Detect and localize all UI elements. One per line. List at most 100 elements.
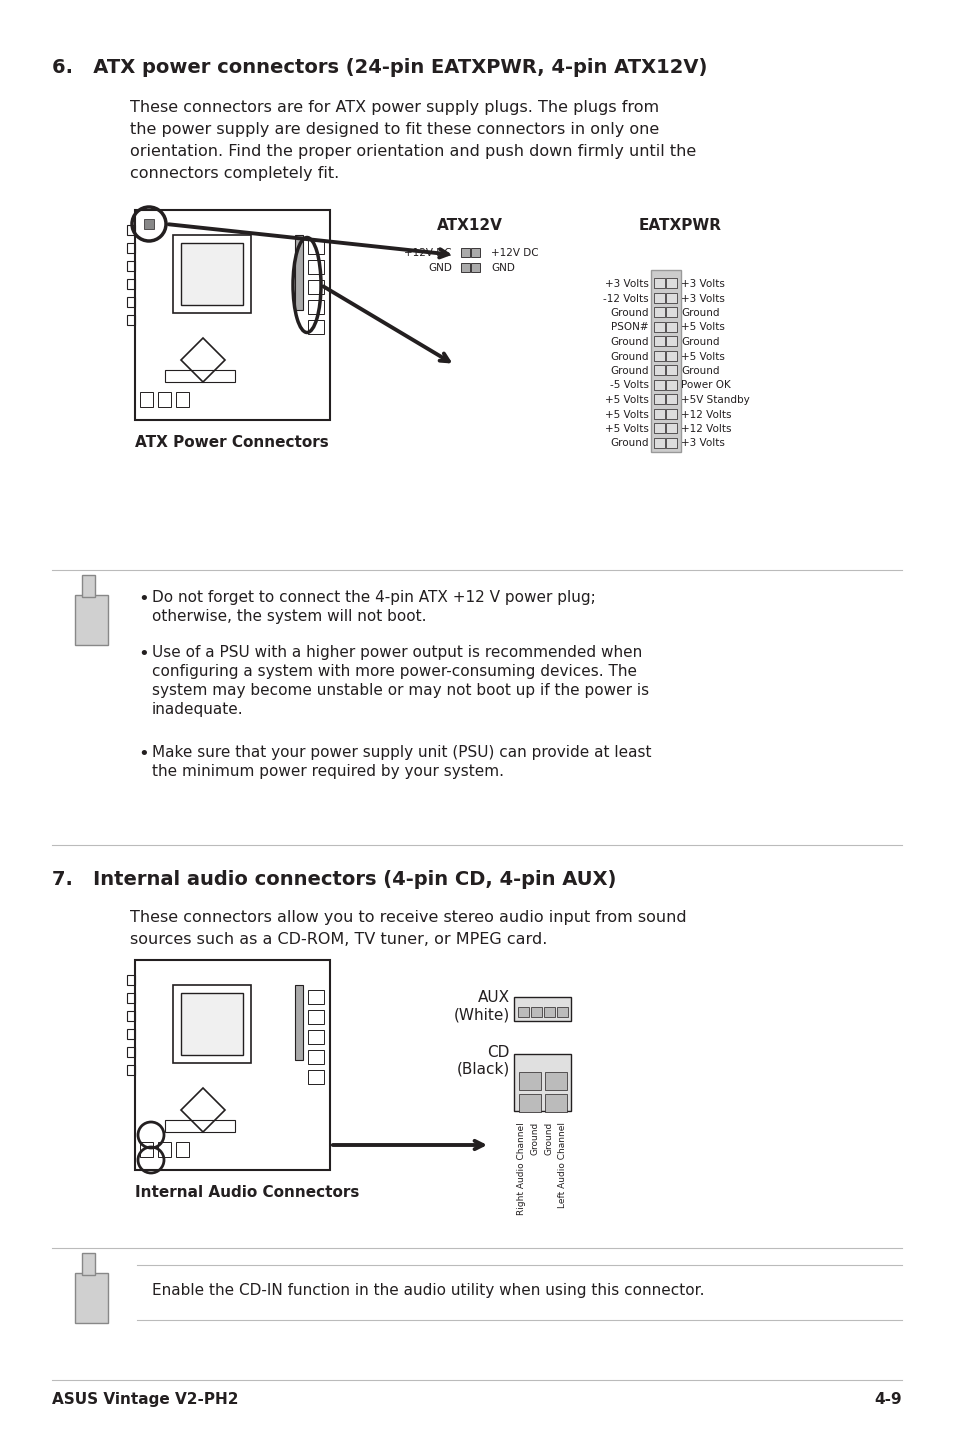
Bar <box>654 306 664 316</box>
FancyBboxPatch shape <box>514 1054 571 1112</box>
Polygon shape <box>82 575 95 597</box>
Text: Do not forget to connect the 4-pin ATX +12 V power plug;: Do not forget to connect the 4-pin ATX +… <box>152 590 595 605</box>
Bar <box>654 437 664 447</box>
Text: Make sure that your power supply unit (PSU) can provide at least: Make sure that your power supply unit (P… <box>152 745 651 761</box>
Bar <box>654 380 664 390</box>
Text: Right Audio Channel: Right Audio Channel <box>517 1122 526 1215</box>
Bar <box>650 270 680 452</box>
Text: Power OK: Power OK <box>680 381 730 391</box>
Bar <box>665 351 677 361</box>
Text: GND: GND <box>428 263 452 273</box>
Bar <box>654 278 664 288</box>
Text: Internal Audio Connectors: Internal Audio Connectors <box>135 1185 359 1199</box>
Text: sources such as a CD-ROM, TV tuner, or MPEG card.: sources such as a CD-ROM, TV tuner, or M… <box>130 932 547 948</box>
Bar <box>518 1094 540 1112</box>
Text: Ground: Ground <box>680 336 719 347</box>
Text: Ground: Ground <box>610 439 648 449</box>
Bar <box>654 322 664 332</box>
Bar <box>654 292 664 302</box>
Text: EATXPWR: EATXPWR <box>638 219 720 233</box>
Bar <box>654 351 664 361</box>
Text: These connectors allow you to receive stereo audio input from sound: These connectors allow you to receive st… <box>130 910 686 925</box>
Text: +12V DC: +12V DC <box>404 247 452 257</box>
Text: +12 Volts: +12 Volts <box>680 410 731 420</box>
Text: (White): (White) <box>454 1007 510 1022</box>
Bar <box>471 247 479 257</box>
Bar <box>654 394 664 404</box>
Text: configuring a system with more power-consuming devices. The: configuring a system with more power-con… <box>152 664 637 679</box>
Text: connectors completely fit.: connectors completely fit. <box>130 165 339 181</box>
Bar <box>654 408 664 418</box>
Polygon shape <box>82 1252 95 1276</box>
Bar <box>654 365 664 375</box>
FancyBboxPatch shape <box>514 997 571 1021</box>
Polygon shape <box>135 210 330 420</box>
Text: PSON#: PSON# <box>611 322 648 332</box>
Bar <box>543 1007 555 1017</box>
Text: •: • <box>138 590 149 608</box>
Text: orientation. Find the proper orientation and push down firmly until the: orientation. Find the proper orientation… <box>130 144 696 160</box>
Bar <box>665 380 677 390</box>
Text: Ground: Ground <box>680 308 719 318</box>
Polygon shape <box>135 961 330 1171</box>
Text: 6.   ATX power connectors (24-pin EATXPWR, 4-pin ATX12V): 6. ATX power connectors (24-pin EATXPWR,… <box>52 58 706 78</box>
Text: Ground: Ground <box>680 367 719 375</box>
Text: These connectors are for ATX power supply plugs. The plugs from: These connectors are for ATX power suppl… <box>130 101 659 115</box>
Text: +5 Volts: +5 Volts <box>604 410 648 420</box>
Polygon shape <box>75 1273 108 1323</box>
Polygon shape <box>294 234 303 311</box>
Bar <box>144 219 153 229</box>
Text: +5V Standby: +5V Standby <box>680 395 749 406</box>
Text: Enable the CD-IN function in the audio utility when using this connector.: Enable the CD-IN function in the audio u… <box>152 1283 703 1299</box>
Text: •: • <box>138 745 149 764</box>
Bar <box>665 394 677 404</box>
Text: AUX: AUX <box>477 989 510 1005</box>
Text: +5 Volts: +5 Volts <box>680 322 724 332</box>
Text: Ground: Ground <box>610 351 648 361</box>
Polygon shape <box>294 985 303 1060</box>
Bar <box>665 437 677 447</box>
Text: (Black): (Black) <box>456 1063 510 1077</box>
Bar <box>544 1094 566 1112</box>
Text: +3 Volts: +3 Volts <box>680 293 724 303</box>
Text: +12V DC: +12V DC <box>491 247 538 257</box>
Text: Use of a PSU with a higher power output is recommended when: Use of a PSU with a higher power output … <box>152 646 641 660</box>
Text: -12 Volts: -12 Volts <box>602 293 648 303</box>
Bar <box>544 1071 566 1090</box>
Bar <box>531 1007 541 1017</box>
Polygon shape <box>181 243 243 305</box>
Text: GND: GND <box>491 263 515 273</box>
Bar <box>665 336 677 347</box>
Text: +5 Volts: +5 Volts <box>604 395 648 406</box>
Bar <box>557 1007 567 1017</box>
Text: •: • <box>138 646 149 663</box>
Text: Ground: Ground <box>610 308 648 318</box>
Text: ATX12V: ATX12V <box>436 219 502 233</box>
Text: CD: CD <box>487 1045 510 1060</box>
Text: ASUS Vintage V2-PH2: ASUS Vintage V2-PH2 <box>52 1392 238 1406</box>
Bar <box>460 247 470 257</box>
Bar <box>665 278 677 288</box>
Polygon shape <box>75 595 108 646</box>
Bar <box>654 423 664 433</box>
Text: inadequate.: inadequate. <box>152 702 243 718</box>
Text: the minimum power required by your system.: the minimum power required by your syste… <box>152 764 503 779</box>
Text: system may become unstable or may not boot up if the power is: system may become unstable or may not bo… <box>152 683 648 697</box>
Text: the power supply are designed to fit these connectors in only one: the power supply are designed to fit the… <box>130 122 659 137</box>
Bar <box>665 306 677 316</box>
Text: +5 Volts: +5 Volts <box>680 351 724 361</box>
Bar <box>665 408 677 418</box>
Bar <box>518 1071 540 1090</box>
Text: Left Audio Channel: Left Audio Channel <box>558 1122 566 1208</box>
Text: Ground: Ground <box>531 1122 539 1155</box>
Bar <box>665 292 677 302</box>
Bar <box>665 423 677 433</box>
Bar <box>654 336 664 347</box>
Bar <box>665 365 677 375</box>
Polygon shape <box>181 994 243 1055</box>
Text: Ground: Ground <box>610 336 648 347</box>
Bar <box>471 263 479 272</box>
Text: +3 Volts: +3 Volts <box>680 439 724 449</box>
Bar <box>460 263 470 272</box>
Text: +3 Volts: +3 Volts <box>680 279 724 289</box>
